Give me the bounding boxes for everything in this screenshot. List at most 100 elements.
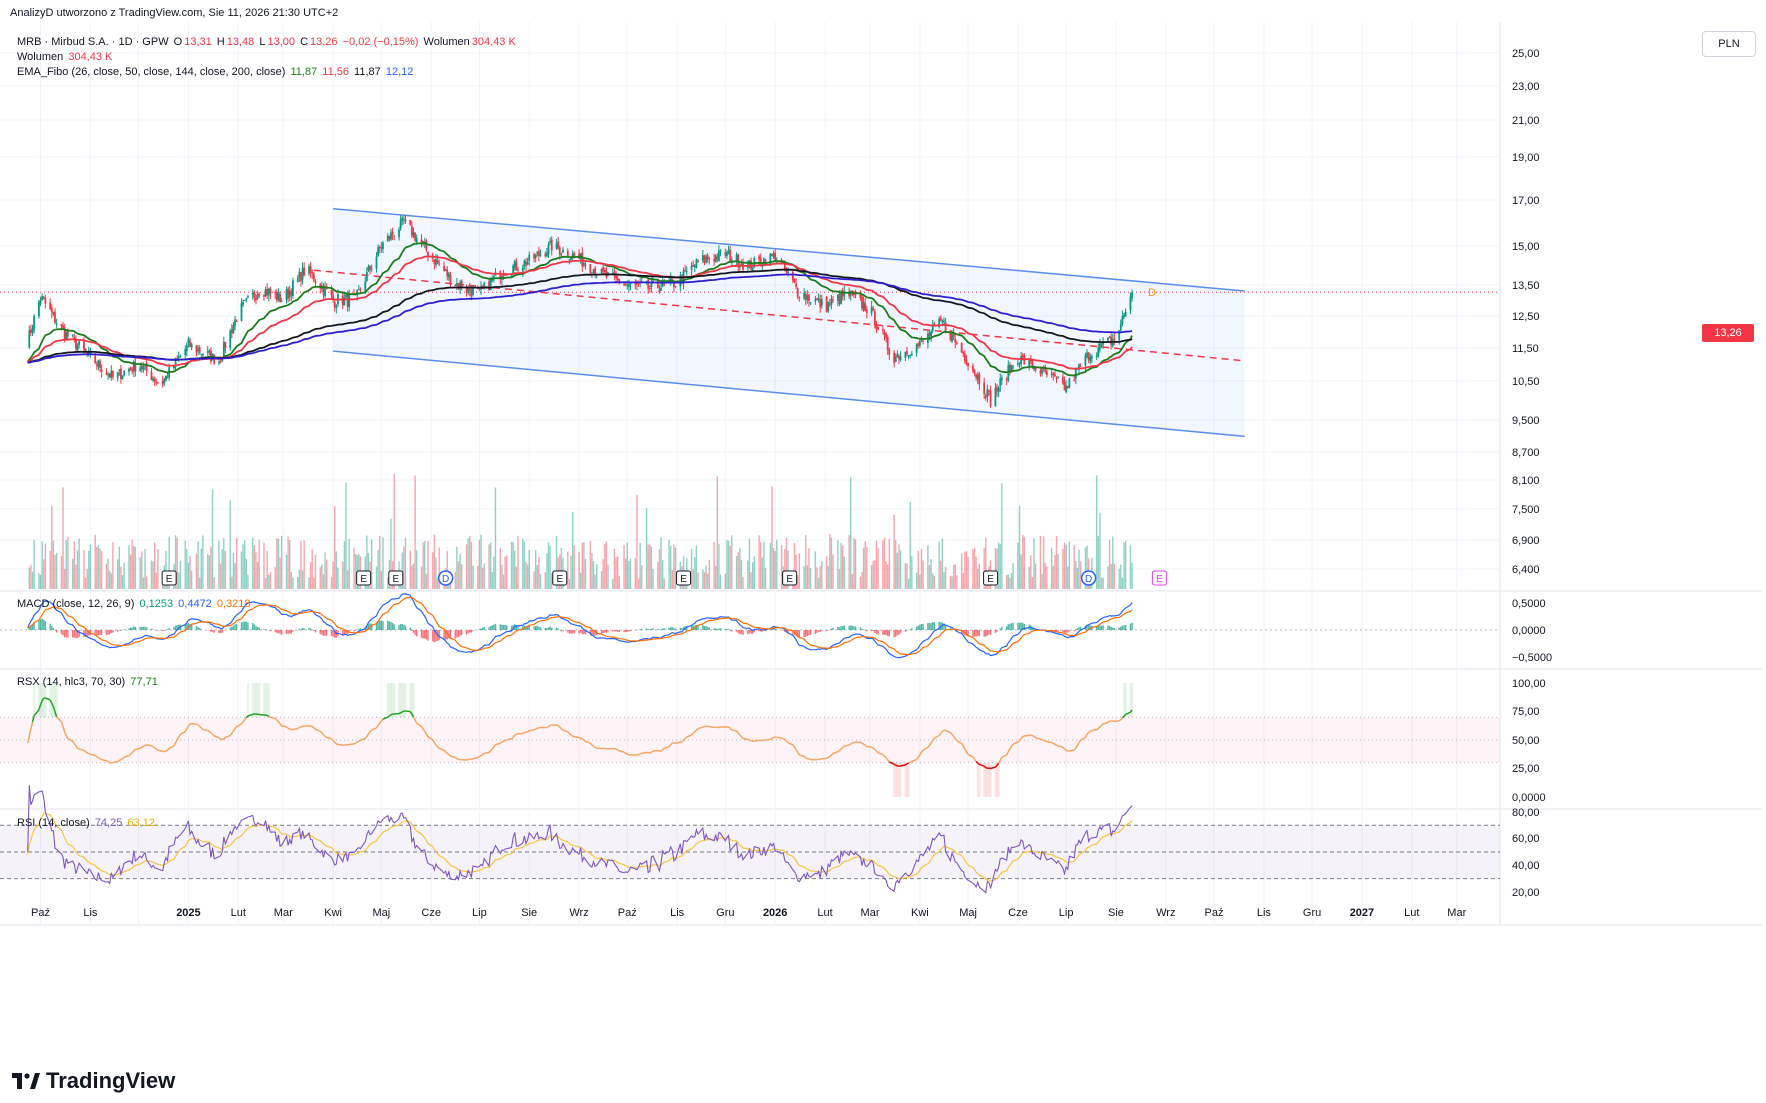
macd-histogram-bar: [448, 630, 450, 639]
tradingview-logo[interactable]: TradingView: [12, 1068, 175, 1094]
macd-histogram-bar: [1086, 624, 1088, 630]
volume-bar: [189, 555, 191, 589]
candle-body: [922, 340, 924, 342]
rsx-line-segment: [647, 751, 651, 754]
volume-bar: [1062, 548, 1064, 589]
volume-bar: [607, 564, 609, 589]
macd-histogram-bar: [814, 630, 817, 634]
rsi-label[interactable]: RSI (14, close): [17, 817, 90, 829]
rsx-line-segment: [106, 760, 109, 763]
currency-button[interactable]: PLN: [1702, 31, 1756, 57]
rsx-line-segment: [366, 733, 370, 737]
volume-bar: [472, 565, 474, 589]
candle-body: [928, 332, 931, 337]
candle-body: [539, 254, 542, 256]
volume-bar: [133, 545, 135, 589]
candle-body: [549, 240, 552, 243]
candle-body: [78, 341, 81, 346]
candle-body: [674, 286, 677, 288]
rsx-line-segment: [448, 753, 451, 757]
candle-body: [292, 280, 294, 297]
volume-bar: [303, 540, 305, 589]
ema-label[interactable]: EMA_Fibo (26, close, 50, close, 144, clo…: [17, 66, 286, 78]
macd-histogram-bar: [1118, 627, 1120, 630]
candle-body: [1063, 381, 1066, 391]
volume-bar: [1075, 560, 1077, 589]
macd-histogram-bar: [809, 630, 812, 635]
macd-label[interactable]: MACD (close, 12, 26, 9): [17, 598, 135, 610]
event-marker-label: E: [392, 574, 399, 585]
rsx-overbought-zone: [52, 683, 55, 718]
candle-body: [983, 382, 986, 395]
rsx-line-segment: [807, 757, 810, 760]
volume-bar: [438, 547, 440, 589]
volume-bar: [703, 572, 706, 589]
ema-lines: [26, 242, 1133, 377]
rsx-line-segment: [414, 719, 418, 724]
candle-body: [967, 363, 969, 367]
volume-bar: [290, 571, 293, 589]
rsx-line-segment: [472, 756, 478, 760]
time-tick-label: Lis: [670, 907, 685, 919]
candle-body: [798, 297, 801, 299]
candle-body: [410, 226, 413, 236]
macd-histogram-bar: [229, 627, 231, 630]
rsx-line-segment: [1091, 728, 1097, 732]
volume-line-label[interactable]: Wolumen: [17, 51, 64, 63]
rsx-label[interactable]: RSX (14, hlc3, 70, 30): [17, 676, 126, 688]
rsx-line-segment: [380, 718, 384, 722]
candle-body: [504, 274, 507, 276]
volume-bar: [829, 534, 831, 589]
rsx-line-segment: [771, 736, 774, 740]
candle-body: [650, 281, 653, 288]
macd-histogram-bar: [911, 628, 913, 630]
rsx-line-segment: [495, 742, 501, 746]
rsx-line-segment: [202, 728, 208, 732]
volume-bar: [716, 476, 719, 589]
macd-histogram-bar: [760, 630, 762, 632]
candle-body: [600, 268, 603, 274]
candle-body: [275, 291, 278, 301]
rsx-overbought-zone: [404, 683, 407, 718]
macd-histogram-bar: [416, 630, 418, 637]
volume-bar: [179, 560, 182, 589]
rsx-line-segment: [184, 728, 188, 733]
candle-body: [285, 289, 288, 301]
volume-bar: [875, 540, 878, 589]
volume-bar: [774, 550, 776, 589]
rsx-line-segment: [506, 738, 512, 741]
macd-histogram-bar: [49, 623, 51, 630]
candle-body: [944, 322, 947, 332]
volume-bar: [624, 558, 627, 589]
volume-bar: [459, 553, 461, 589]
volume-bar: [1097, 536, 1099, 589]
volume-bar: [893, 514, 895, 589]
volume-bar: [692, 569, 694, 589]
candle-body: [107, 374, 109, 376]
rsx-overbought-zone: [256, 683, 259, 718]
macd-histogram-bar: [1007, 624, 1009, 630]
candle-body: [245, 298, 248, 300]
candle-body: [952, 333, 955, 337]
candle-body: [166, 377, 169, 379]
macd-histogram-bar: [501, 624, 503, 630]
candle-body: [399, 219, 402, 229]
volume-bar: [416, 550, 418, 589]
volume-bar: [560, 547, 563, 589]
macd-histogram-bar: [324, 630, 326, 636]
macd-histogram-bar: [221, 630, 223, 633]
symbol-name[interactable]: MRB · Mirbud S.A. · 1D · GPW: [17, 36, 169, 48]
volume-bar: [615, 557, 617, 589]
rsx-line-segment: [60, 721, 64, 727]
macd-histogram-bar: [821, 630, 823, 631]
ema-legend: EMA_Fibo (26, close, 50, close, 144, clo…: [17, 66, 415, 78]
rsx-line-segment: [593, 745, 596, 748]
volume-bar: [551, 573, 553, 589]
candle-body: [840, 291, 842, 304]
rsx-line-segment: [356, 740, 360, 743]
macd-histogram-bar: [1121, 625, 1124, 630]
volume-bar: [803, 566, 805, 589]
rsx-legend: RSX (14, hlc3, 70, 30) 77,71: [17, 676, 160, 688]
volume-bar: [579, 572, 582, 589]
macd-histogram-bar: [851, 625, 854, 630]
